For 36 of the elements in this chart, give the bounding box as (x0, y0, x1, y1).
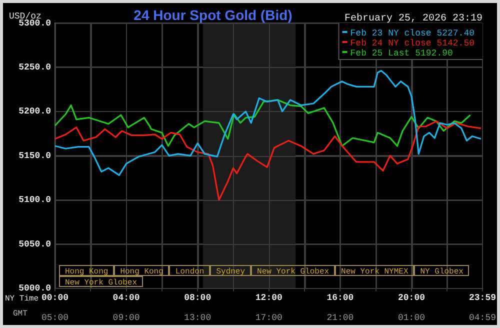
y-tick-label: 5100.0 (18, 195, 51, 206)
legend-label: Feb 23 NY close 5227.40 (350, 28, 475, 38)
chart-subtitle: February 25, 2026 23:19 (344, 12, 482, 25)
x-tick-label: 20:00 (398, 293, 426, 304)
annotation: Hong Kong (120, 268, 164, 277)
y-tick-label: 5200.0 (18, 106, 51, 117)
chart-title: 24 Hour Spot Gold (Bid) (134, 6, 292, 23)
x-tick-label: 00:00 (41, 293, 69, 304)
annotation: Sydney (216, 268, 246, 277)
annotation: New York NYMEX (341, 268, 408, 277)
x-tick-label: 23:59 (468, 293, 496, 304)
x-tick-label: 04:00 (112, 293, 140, 304)
x2-tick-label: 04:59 (468, 312, 496, 323)
x2-tick-label: 01:00 (398, 312, 426, 323)
annotation: New York Globex (65, 278, 138, 288)
x2-tick-label: 05:00 (41, 312, 69, 323)
x2-tick-label: 09:00 (112, 312, 140, 323)
annotation: London (175, 268, 204, 277)
legend-label: Feb 25 Last 5192.90 (350, 48, 453, 58)
x-axis-title: NY Time (5, 294, 39, 304)
y-tick-label: 5150.0 (18, 150, 51, 161)
y-tick-label: 5250.0 (18, 62, 51, 72)
y-tick-label: 5050.0 (18, 239, 51, 250)
x-tick-label: 12:00 (255, 293, 282, 304)
x-tick-label: 16:00 (326, 293, 354, 304)
x2-tick-label: 17:00 (255, 312, 282, 323)
y-tick-label: 5300.0 (18, 18, 51, 28)
y-tick-label: 5000.0 (18, 284, 51, 294)
x2-tick-label: 13:00 (184, 312, 212, 323)
x2-axis-title: GMT (13, 310, 28, 319)
x2-tick-label: 21:00 (326, 312, 354, 323)
x-tick-label: 08:00 (184, 293, 212, 304)
annotation: Hong Kong (64, 268, 108, 277)
legend-label: Feb 24 NY close 5142.50 (350, 38, 475, 48)
annotation: New York Globex (257, 268, 330, 277)
annotation: NY Globex (420, 268, 464, 277)
